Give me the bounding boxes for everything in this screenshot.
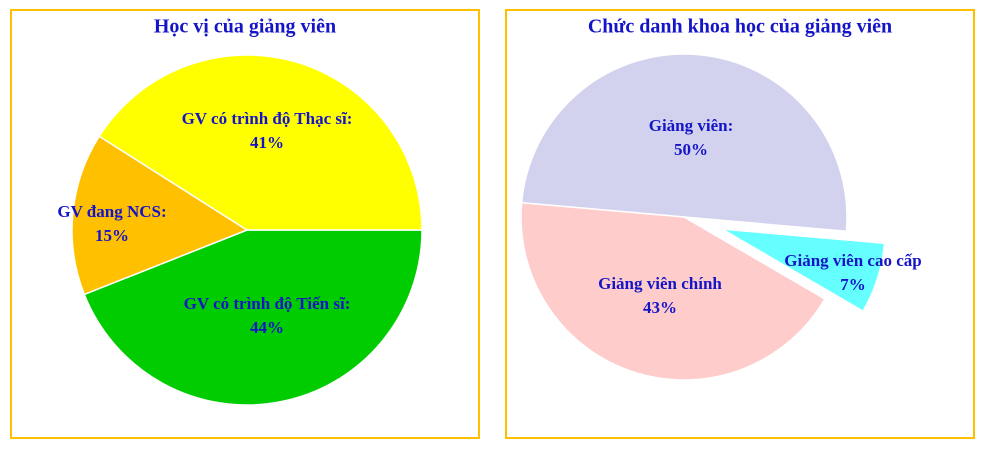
- value-label: 15%: [95, 226, 129, 245]
- pie-slice: [721, 228, 886, 313]
- slice-label: Giảng viên:: [649, 116, 734, 135]
- value-label: 44%: [250, 318, 284, 337]
- slice-label: GV có trình độ Tiến sĩ:: [184, 294, 351, 313]
- slice-label: Giảng viên chính: [598, 274, 722, 293]
- chart-title: Học vị của giảng viên: [154, 16, 336, 38]
- pie-slice: [83, 229, 423, 406]
- slice-label: GV đang NCS:: [57, 202, 166, 221]
- value-label: 43%: [643, 298, 677, 317]
- pie-slice: [520, 53, 848, 233]
- value-label: 50%: [674, 140, 708, 159]
- slice-label: GV có trình độ Thạc sĩ:: [182, 109, 353, 128]
- pie-slice: [71, 135, 249, 296]
- value-label: 7%: [840, 275, 866, 294]
- chart-title: Chức danh khoa học của giảng viên: [588, 16, 892, 38]
- pie-slice: [98, 54, 423, 231]
- pie-slice: [520, 201, 826, 381]
- slice-label: Giảng viên cao cấp: [784, 251, 921, 270]
- value-label: 41%: [250, 133, 284, 152]
